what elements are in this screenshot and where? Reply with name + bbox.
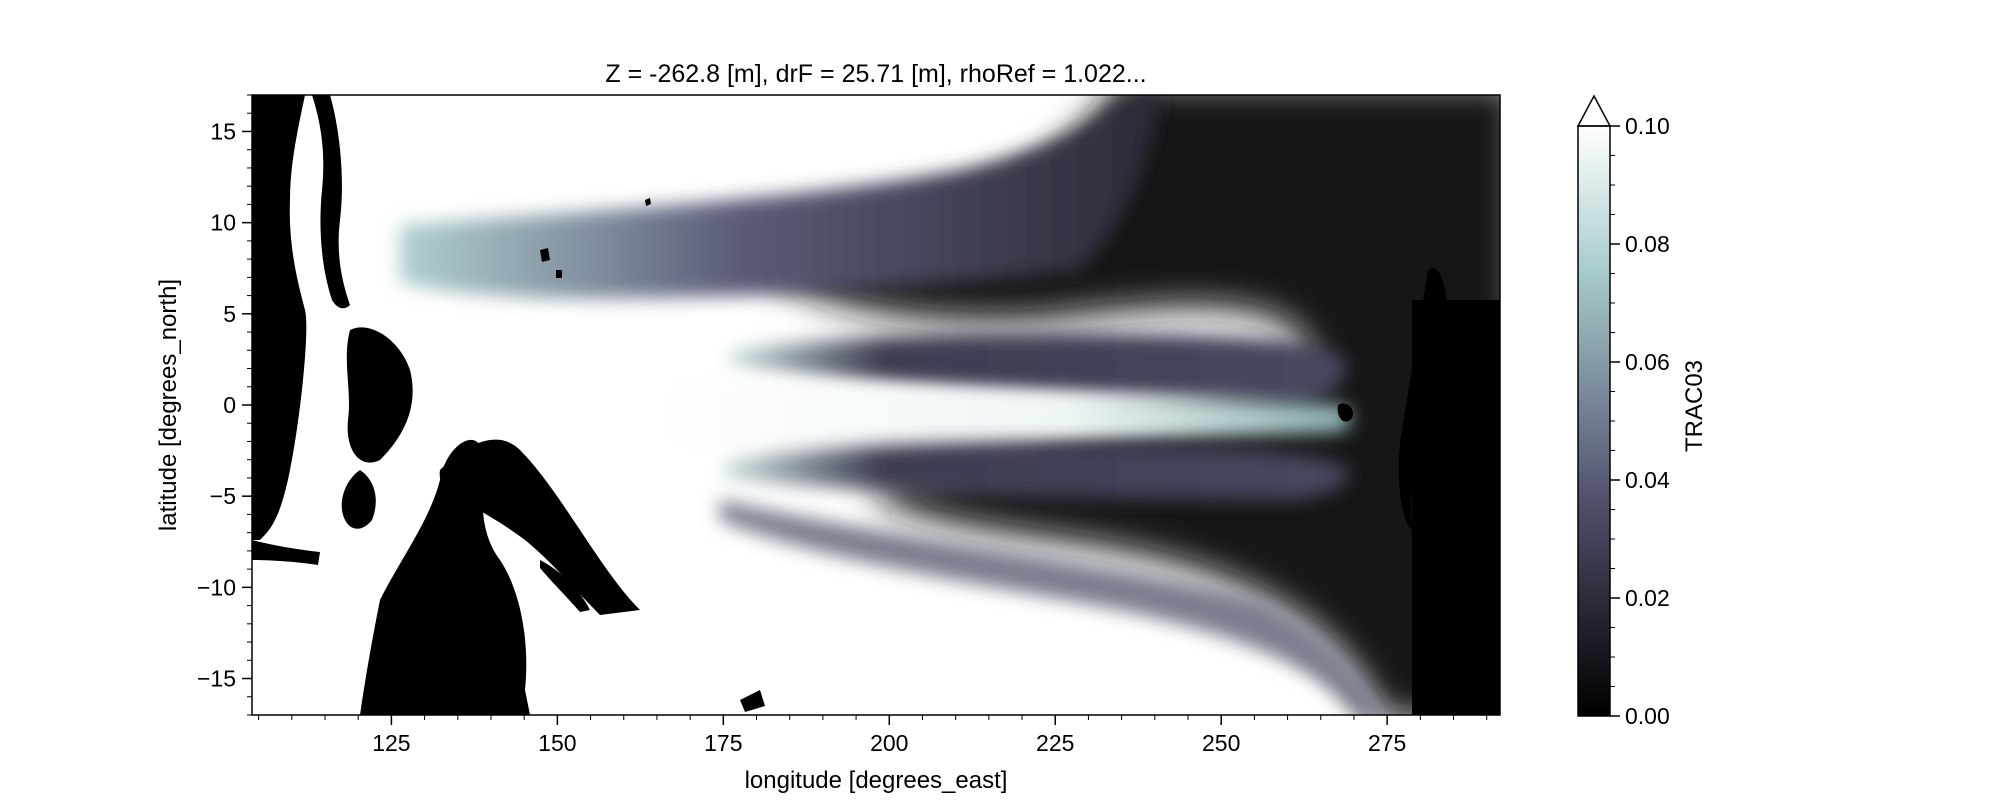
pacific-islet-c — [740, 690, 765, 712]
x-tick-label: 250 — [1202, 730, 1240, 756]
south-america-coast — [1412, 300, 1500, 715]
equatorial-jet — [640, 372, 1352, 452]
pacific-islet-a — [540, 248, 550, 262]
colorbar-tick-label: 0.02 — [1625, 585, 1670, 611]
land-mask — [252, 95, 1500, 715]
colorbar: 0.00 0.02 0.04 0.06 0.08 0.10 TRAC03 — [1576, 94, 1708, 729]
northern-tongue — [400, 95, 1160, 299]
colorbar-tick-label: 0.08 — [1625, 231, 1670, 257]
x-tick-label: 150 — [538, 730, 576, 756]
y-tick-label: 5 — [223, 301, 236, 327]
x-tick-label: 200 — [870, 730, 908, 756]
southern-gradient — [720, 500, 1387, 715]
y-axis: 15 10 5 0 −5 −10 −15 — [197, 94, 252, 716]
x-tick-label: 275 — [1368, 730, 1406, 756]
colorbar-tick-label: 0.10 — [1625, 113, 1670, 139]
philippines-strip — [312, 95, 350, 309]
new-guinea-australia — [360, 439, 530, 715]
y-tick-label: 10 — [210, 210, 236, 236]
colorbar-gradient — [1578, 126, 1610, 716]
x-tick-label: 175 — [704, 730, 742, 756]
asia-coast-lower — [252, 540, 320, 565]
y-tick-label: 0 — [223, 392, 236, 418]
chart-title: Z = -262.8 [m], drF = 25.71 [m], rhoRef … — [605, 60, 1146, 88]
north-band — [730, 332, 1346, 404]
x-axis: 125 150 175 200 225 250 275 — [258, 715, 1488, 756]
y-tick-label: −5 — [210, 483, 236, 509]
x-axis-label: longitude [degrees_east] — [745, 767, 1008, 794]
colorbar-label: TRAC03 — [1681, 360, 1708, 452]
island-chain — [346, 327, 413, 463]
new-guinea — [439, 439, 640, 615]
solomon-islands — [540, 560, 590, 612]
galapagos — [1337, 403, 1353, 422]
y-tick-label: −10 — [197, 574, 236, 600]
y-axis-label: latitude [degrees_north] — [155, 279, 182, 531]
y-tick-label: −15 — [197, 666, 236, 692]
asia-landmass — [252, 95, 307, 540]
y-tick-label: 15 — [210, 118, 236, 144]
x-tick-label: 225 — [1036, 730, 1074, 756]
south-band — [725, 442, 1350, 500]
borneo-west — [341, 470, 376, 529]
colorbar-tick-label: 0.00 — [1625, 703, 1670, 729]
colorbar-extend-arrow — [1576, 94, 1612, 127]
heatmap — [252, 95, 1500, 715]
pacific-islet-b — [556, 270, 562, 278]
colorbar-ticks: 0.00 0.02 0.04 0.06 0.08 0.10 — [1610, 113, 1670, 729]
colorbar-tick-label: 0.06 — [1625, 349, 1670, 375]
pacific-islet-d — [645, 198, 651, 206]
colorbar-tick-label: 0.04 — [1625, 467, 1670, 493]
x-tick-label: 125 — [372, 730, 410, 756]
